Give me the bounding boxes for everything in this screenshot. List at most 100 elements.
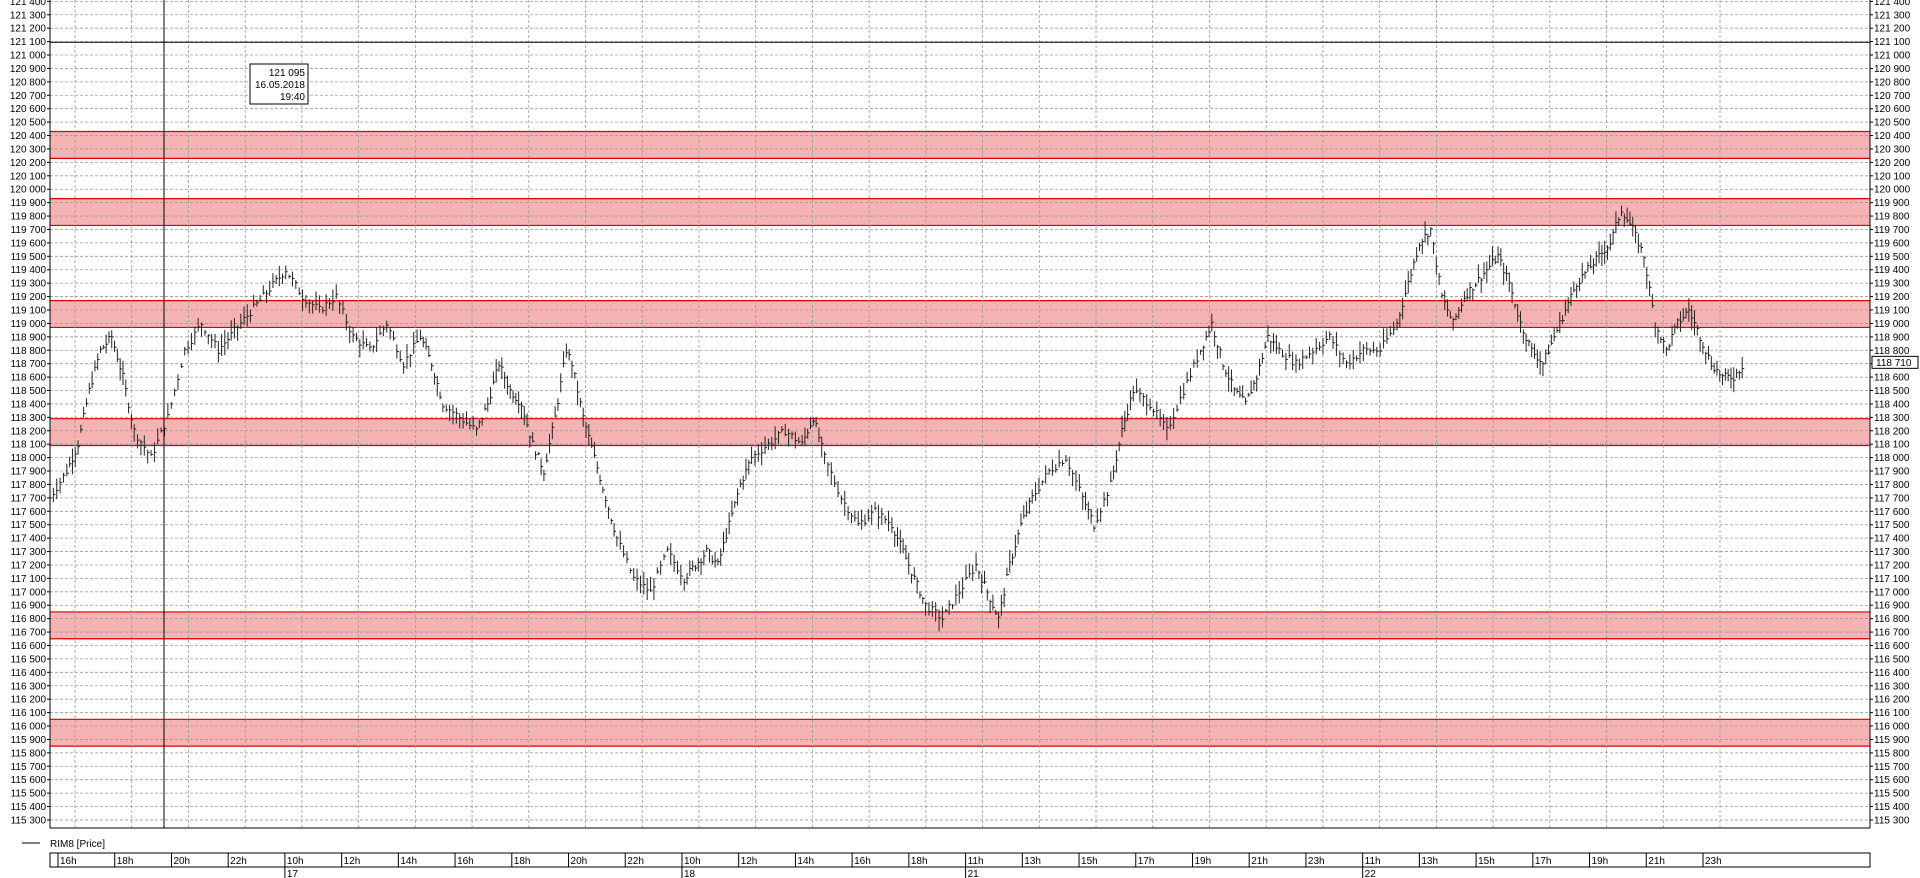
y-tick-label-left: 120 100 [10, 171, 47, 182]
y-tick-label-right: 120 200 [1874, 158, 1911, 169]
y-tick-label-left: 117 900 [11, 467, 47, 478]
y-tick-label-right: 115 300 [1874, 815, 1910, 826]
x-tick-label: 17h [1535, 856, 1552, 867]
level-band [50, 300, 1870, 328]
legend-label: RIM8 [Price] [50, 839, 105, 850]
y-tick-label-left: 117 000 [11, 587, 47, 598]
y-tick-label-right: 121 400 [1874, 0, 1911, 8]
y-tick-label-right: 118 200 [1874, 426, 1910, 437]
y-tick-label-right: 117 800 [1874, 480, 1910, 491]
y-tick-label-left: 119 500 [11, 252, 47, 263]
y-tick-label-right: 120 800 [1874, 77, 1911, 88]
y-tick-label-right: 119 200 [1874, 292, 1910, 303]
y-tick-label-left: 119 700 [11, 225, 47, 236]
x-tick-label: 22h [627, 856, 644, 867]
x-axis: 16h 18h 20h 22h 10h 17 12h 14h 16h 18h 20h 22h 10h 18… [49, 852, 1871, 878]
y-tick-label-left: 116 800 [11, 614, 47, 625]
y-tick-label-right: 117 100 [1874, 574, 1910, 585]
y-tick-label-right: 117 400 [1874, 534, 1910, 545]
y-tick-label-right: 120 400 [1874, 131, 1911, 142]
x-tick-label: 15h [1081, 856, 1098, 867]
x-tick-label: 12h [741, 856, 758, 867]
level-bands [50, 130, 1870, 747]
y-tick-label-left: 116 400 [11, 668, 47, 679]
y-tick-label-right: 120 100 [1874, 171, 1911, 182]
y-tick-label-left: 119 100 [11, 305, 47, 316]
x-tick-label: 16h [60, 856, 77, 867]
y-tick-label-left: 115 700 [11, 762, 47, 773]
y-tick-label-left: 116 600 [11, 641, 47, 652]
y-tick-label-right: 116 500 [1874, 654, 1910, 665]
y-tick-label-right: 121 300 [1874, 10, 1911, 21]
y-tick-label-right: 118 100 [1874, 440, 1910, 451]
y-tick-label-left: 120 200 [10, 158, 47, 169]
y-tick-label-left: 121 400 [10, 0, 47, 8]
y-tick-label-right: 116 200 [1874, 695, 1910, 706]
y-tick-label-left: 120 700 [10, 91, 47, 102]
y-tick-label-right: 121 000 [1874, 51, 1911, 62]
y-tick-label-left: 119 600 [11, 238, 47, 249]
y-tick-label-right: 119 900 [1874, 198, 1910, 209]
x-date-label: 17 [287, 869, 299, 878]
chart-frame [49, 0, 1871, 829]
x-tick-label: 20h [571, 856, 588, 867]
y-tick-label-left: 115 500 [11, 789, 47, 800]
y-tick-label-right: 118 300 [1874, 413, 1910, 424]
last-price-marker: 118 710 [1871, 355, 1919, 369]
y-tick-label-right: 119 300 [1874, 279, 1910, 290]
y-tick-label-left: 118 000 [11, 453, 47, 464]
y-tick-label-right: 120 700 [1874, 91, 1911, 102]
y-tick-label-left: 117 800 [11, 480, 47, 491]
y-tick-label-left: 116 000 [11, 722, 47, 733]
x-tick-label: 16h [457, 856, 474, 867]
y-tick-label-left: 119 400 [11, 265, 47, 276]
y-tick-label-left: 120 800 [10, 77, 47, 88]
y-axis-left: 115 300 115 400 115 500 115 600 115 700 115 8… [10, 0, 50, 826]
y-tick-label-left: 119 000 [11, 319, 47, 330]
x-tick-label: 21h [1648, 856, 1665, 867]
y-tick-label-right: 119 400 [1874, 265, 1910, 276]
y-tick-label-right: 116 000 [1874, 722, 1910, 733]
y-tick-label-left: 118 400 [11, 399, 47, 410]
y-tick-label-left: 116 100 [11, 708, 47, 719]
y-tick-label-right: 119 600 [1874, 238, 1910, 249]
y-tick-label-left: 117 600 [11, 507, 47, 518]
y-tick-label-right: 120 600 [1874, 104, 1911, 115]
y-tick-label-left: 119 300 [11, 279, 47, 290]
y-tick-label-right: 116 400 [1874, 668, 1910, 679]
x-date-label: 21 [968, 869, 980, 878]
x-tick-label: 14h [797, 856, 814, 867]
y-tick-label-left: 116 200 [11, 695, 47, 706]
y-tick-label-left: 115 600 [11, 775, 47, 786]
x-tick-label: 11h [1365, 856, 1381, 867]
y-tick-label-left: 118 300 [11, 413, 47, 424]
x-tick-label: 10h [684, 856, 701, 867]
y-tick-label-left: 120 300 [10, 144, 47, 155]
level-band [50, 418, 1870, 446]
y-tick-label-left: 115 300 [11, 815, 47, 826]
y-tick-label-right: 115 700 [1874, 762, 1910, 773]
y-tick-label-right: 117 600 [1874, 507, 1910, 518]
x-tick-label: 18h [514, 856, 531, 867]
y-tick-label-right: 118 400 [1874, 399, 1910, 410]
x-tick-label: 13h [1024, 856, 1041, 867]
y-tick-label-right: 120 900 [1874, 64, 1911, 75]
y-tick-label-left: 119 900 [11, 198, 47, 209]
y-tick-label-left: 119 200 [11, 292, 47, 303]
y-tick-label-left: 117 700 [11, 493, 47, 504]
x-tick-label: 13h [1421, 856, 1438, 867]
x-tick-label: 19h [1592, 856, 1609, 867]
level-band [50, 131, 1870, 159]
y-tick-label-left: 115 400 [11, 802, 47, 813]
y-tick-label-left: 121 100 [10, 37, 47, 48]
y-tick-label-right: 118 900 [1874, 332, 1910, 343]
y-tick-label-left: 116 900 [11, 601, 47, 612]
y-tick-label-left: 118 700 [11, 359, 47, 370]
y-tick-label-right: 115 800 [1874, 748, 1910, 759]
y-tick-label-left: 117 300 [11, 547, 47, 558]
grid-lines [50, 0, 1870, 828]
y-tick-label-left: 116 500 [11, 654, 47, 665]
y-tick-label-right: 117 900 [1874, 467, 1910, 478]
